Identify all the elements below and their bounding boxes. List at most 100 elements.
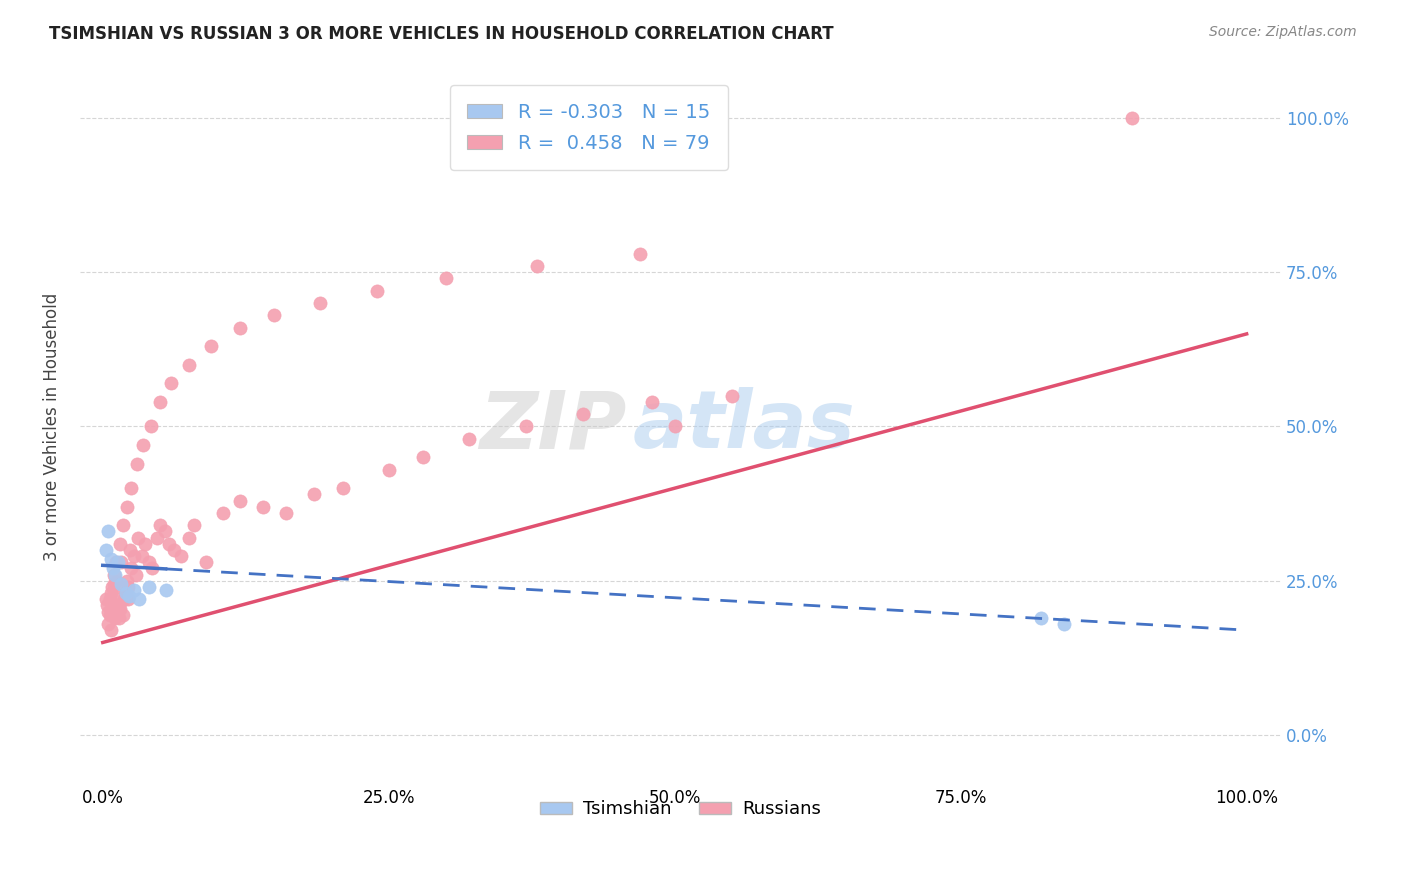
- Point: [138, 580, 160, 594]
- Point: [177, 531, 200, 545]
- Point: [131, 549, 153, 563]
- Point: [163, 542, 186, 557]
- Point: [115, 500, 138, 514]
- Point: [157, 537, 180, 551]
- Point: [117, 592, 139, 607]
- Point: [118, 589, 141, 603]
- Point: [515, 419, 537, 434]
- Point: [229, 320, 252, 334]
- Point: [572, 407, 595, 421]
- Point: [104, 605, 127, 619]
- Point: [100, 586, 122, 600]
- Point: [134, 537, 156, 551]
- Point: [120, 481, 142, 495]
- Point: [127, 531, 149, 545]
- Point: [169, 549, 191, 563]
- Text: Source: ZipAtlas.com: Source: ZipAtlas.com: [1209, 25, 1357, 39]
- Point: [145, 531, 167, 545]
- Point: [107, 611, 129, 625]
- Point: [114, 592, 136, 607]
- Point: [155, 582, 177, 597]
- Point: [101, 580, 124, 594]
- Point: [153, 524, 176, 539]
- Point: [108, 601, 131, 615]
- Point: [132, 438, 155, 452]
- Point: [149, 394, 172, 409]
- Point: [160, 376, 183, 391]
- Point: [105, 574, 128, 588]
- Point: [366, 284, 388, 298]
- Point: [138, 555, 160, 569]
- Point: [212, 506, 235, 520]
- Point: [141, 561, 163, 575]
- Point: [721, 389, 744, 403]
- Point: [377, 463, 399, 477]
- Point: [100, 623, 122, 637]
- Point: [103, 567, 125, 582]
- Point: [1052, 617, 1074, 632]
- Point: [177, 358, 200, 372]
- Point: [112, 607, 135, 622]
- Legend: Tsimshian, Russians: Tsimshian, Russians: [533, 793, 828, 825]
- Point: [100, 552, 122, 566]
- Point: [122, 582, 145, 597]
- Point: [110, 555, 132, 569]
- Point: [526, 259, 548, 273]
- Point: [628, 246, 651, 260]
- Point: [98, 607, 121, 622]
- Text: ZIP: ZIP: [479, 387, 626, 466]
- Point: [104, 567, 127, 582]
- Point: [101, 599, 124, 613]
- Point: [97, 524, 120, 539]
- Point: [107, 592, 129, 607]
- Point: [194, 555, 217, 569]
- Point: [139, 419, 162, 434]
- Text: atlas: atlas: [633, 387, 855, 466]
- Point: [108, 537, 131, 551]
- Point: [434, 271, 457, 285]
- Point: [110, 577, 132, 591]
- Point: [274, 506, 297, 520]
- Point: [125, 567, 148, 582]
- Point: [125, 457, 148, 471]
- Point: [96, 592, 118, 607]
- Point: [183, 518, 205, 533]
- Point: [263, 309, 285, 323]
- Point: [200, 339, 222, 353]
- Y-axis label: 3 or more Vehicles in Household: 3 or more Vehicles in Household: [44, 293, 60, 560]
- Point: [304, 487, 326, 501]
- Point: [120, 542, 142, 557]
- Point: [457, 432, 479, 446]
- Point: [252, 500, 274, 514]
- Point: [107, 599, 129, 613]
- Point: [107, 555, 129, 569]
- Point: [104, 611, 127, 625]
- Point: [96, 599, 118, 613]
- Point: [117, 580, 139, 594]
- Text: TSIMSHIAN VS RUSSIAN 3 OR MORE VEHICLES IN HOUSEHOLD CORRELATION CHART: TSIMSHIAN VS RUSSIAN 3 OR MORE VEHICLES …: [49, 25, 834, 43]
- Point: [103, 577, 125, 591]
- Point: [309, 296, 332, 310]
- Point: [1029, 611, 1052, 625]
- Point: [664, 419, 686, 434]
- Point: [229, 493, 252, 508]
- Point: [98, 592, 121, 607]
- Point: [1121, 111, 1143, 125]
- Point: [149, 518, 172, 533]
- Point: [120, 561, 142, 575]
- Point: [115, 574, 138, 588]
- Point: [97, 605, 120, 619]
- Point: [111, 580, 134, 594]
- Point: [96, 542, 118, 557]
- Point: [101, 561, 124, 575]
- Point: [641, 394, 664, 409]
- Point: [122, 549, 145, 563]
- Point: [128, 592, 150, 607]
- Point: [332, 481, 354, 495]
- Point: [105, 555, 128, 569]
- Point: [412, 450, 434, 465]
- Point: [101, 605, 124, 619]
- Point: [112, 518, 135, 533]
- Point: [114, 586, 136, 600]
- Point: [97, 617, 120, 632]
